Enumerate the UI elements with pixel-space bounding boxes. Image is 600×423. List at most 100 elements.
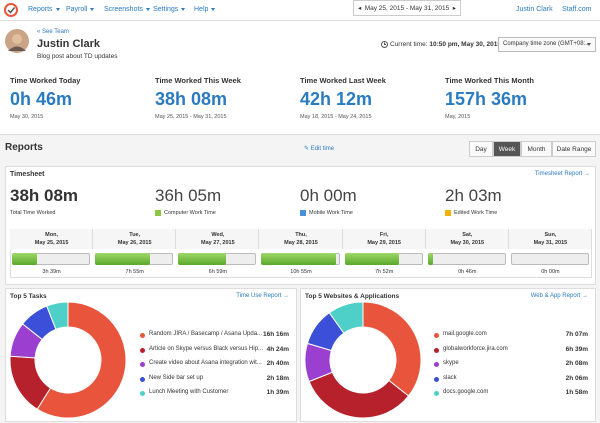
legend-dot (140, 333, 145, 338)
nav-item[interactable]: Reports (28, 6, 60, 13)
day-bar-track (510, 253, 589, 265)
edit-time-text: Edit time (310, 146, 335, 152)
logo[interactable] (4, 3, 18, 17)
legend-dot (434, 391, 439, 396)
legend-name: Create video about Asana integration wit… (149, 360, 262, 366)
total-value: 36h 05m (155, 186, 222, 205)
day-weekday: Wed, (211, 232, 225, 238)
legend-dot (140, 362, 145, 367)
day-weekday: Mon, (45, 232, 58, 238)
legend-time: 2h 06m (565, 374, 588, 382)
day-date: May 29, 2015 (367, 240, 401, 246)
day-weekday: Thu, (295, 232, 307, 238)
legend-name: globalworkforce.jira.com (443, 345, 508, 352)
site-link[interactable]: Staff.com (562, 6, 592, 13)
day-date: May 31, 2015 (533, 240, 568, 246)
day-date: May 25, 2015 (34, 240, 69, 246)
legend-swatch (300, 210, 306, 216)
nav-caret (181, 7, 186, 11)
donut-segment (328, 301, 364, 334)
user-name: Justin Clark (37, 38, 100, 50)
timezone-select[interactable]: Company time zone (GMT+08:... (498, 37, 596, 52)
nav-item[interactable]: Settings (153, 6, 186, 13)
day-header (425, 229, 509, 249)
stat-date: May 30, 2015 (10, 114, 44, 120)
stat-label: Time Worked Last Week (300, 76, 386, 85)
legend-dot (434, 376, 439, 382)
day-time: 0h 46m (458, 269, 477, 275)
legend-name: New Side bar set up (149, 374, 204, 381)
next-arrow[interactable]: ▸ (452, 5, 456, 12)
legend-name: docs.google.com (443, 389, 489, 395)
nav-item[interactable]: Payroll (66, 6, 95, 13)
legend-time: 7h 07m (565, 331, 588, 338)
day-bar (95, 253, 150, 265)
day-weekday: Sat, (462, 232, 473, 238)
stat-label: Time Worked This Month (445, 76, 534, 85)
period-button[interactable]: Month (521, 141, 552, 157)
legend-dot (434, 347, 439, 353)
legend-dot (140, 347, 145, 353)
donut-segment (308, 371, 410, 419)
user-menu[interactable]: Justin Clark (516, 6, 553, 13)
nav-item[interactable]: Screenshots (104, 6, 150, 13)
nav-label: Help (194, 6, 209, 13)
donut-segment (46, 301, 69, 330)
day-header (176, 229, 260, 249)
period-button[interactable]: Day (469, 141, 493, 157)
legend-name: skype (443, 360, 459, 366)
timesheet-report-link[interactable]: Timesheet Report → (534, 171, 590, 177)
period-button[interactable]: Date Range (552, 141, 596, 157)
stat-date: May, 2015 (445, 114, 471, 120)
legend-time: 2h 18m (266, 374, 289, 382)
day-bar (12, 253, 38, 265)
legend-name: mail.google.com (443, 331, 487, 337)
stat-value: 157h 36m (445, 89, 528, 109)
nav-label: Reports (28, 6, 53, 13)
day-time: 6h 59m (208, 269, 228, 275)
prev-arrow[interactable]: ◂ (358, 5, 362, 12)
stat-value: 0h 46m (10, 89, 73, 109)
day-date: May 27, 2015 (201, 240, 235, 246)
legend-name: Random JIRA / Basecamp / Asana Upda... (149, 331, 263, 337)
legend-dot (140, 376, 145, 382)
total-value: 2h 03m (445, 186, 502, 205)
donut-segment (36, 301, 127, 419)
current-time-label: Current time: (390, 41, 428, 48)
day-header (342, 229, 426, 249)
legend-time: 1h 39m (266, 389, 289, 396)
legend-dot (434, 362, 439, 367)
legend-time: 1h 58m (565, 389, 588, 396)
nav-item[interactable]: Help (194, 6, 216, 13)
panel-title: Timesheet (10, 171, 45, 178)
date-range-picker[interactable]: ◂ May 25, 2015 - May 31, 2015 ▸ (353, 0, 461, 16)
period-button[interactable]: Week (493, 141, 521, 157)
day-bar (261, 253, 337, 265)
legend-time: 6h 39m (565, 345, 588, 353)
day-bar (427, 253, 433, 265)
report-link[interactable]: Web & App Report → (530, 293, 588, 299)
date-range: May 25, 2015 - May 31, 2015 (364, 5, 450, 12)
report-link[interactable]: Time Use Report → (236, 293, 289, 299)
total-value: 38h 08m (10, 186, 79, 205)
legend-time: 2h 40m (266, 360, 289, 367)
legend-dot (434, 333, 439, 338)
day-header (259, 229, 343, 249)
edit-time-link[interactable]: ✎ Edit time (304, 146, 335, 152)
day-time: 0h 00m (541, 269, 560, 275)
timesheet-panel (5, 166, 596, 285)
timezone-value: Company time zone (GMT+08:... (503, 41, 591, 47)
panel-title: Top 5 Websites & Applications (305, 293, 400, 300)
day-weekday: Tue, (129, 232, 141, 238)
stat-date: May 18, 2015 - May 24, 2015 (300, 114, 372, 120)
legend-dot (140, 391, 145, 396)
nav-caret (90, 7, 95, 11)
stat-label: Time Worked This Week (155, 76, 241, 85)
donut-segment (362, 301, 422, 397)
legend-time: 4h 24m (266, 345, 289, 353)
day-weekday: Sun, (544, 232, 557, 238)
back-link[interactable]: « See Team (37, 29, 69, 35)
day-date: May 26, 2015 (117, 240, 152, 246)
